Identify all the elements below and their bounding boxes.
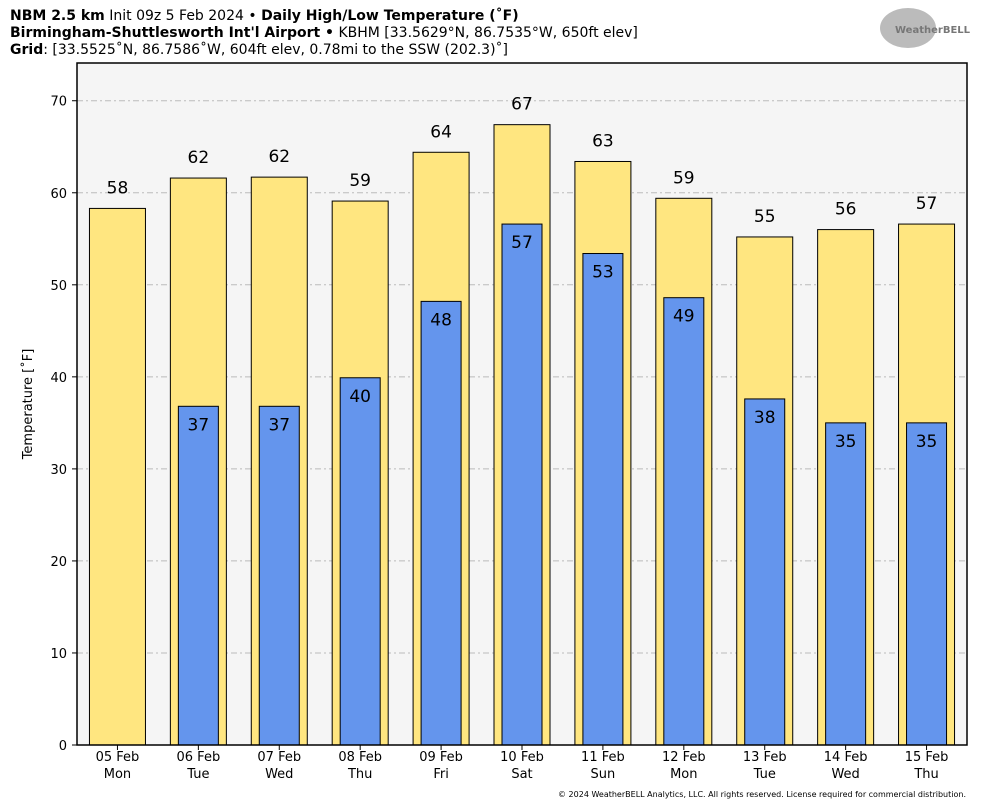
value-label: 64 <box>430 122 452 142</box>
bar <box>339 377 381 746</box>
x-tick-label: Thu <box>347 767 372 782</box>
value-label: 59 <box>673 168 695 188</box>
y-tick-label: 70 <box>50 95 67 110</box>
bar <box>177 405 219 746</box>
value-label: 57 <box>511 233 533 253</box>
bar <box>582 253 624 746</box>
bar <box>88 207 146 746</box>
value-label: 62 <box>268 147 290 167</box>
y-tick-label: 60 <box>50 187 67 202</box>
x-tick-label: 05 Feb <box>96 750 140 765</box>
y-tick-label: 20 <box>50 555 67 570</box>
value-label: 53 <box>592 263 614 283</box>
grid-label: Grid <box>10 42 43 58</box>
x-tick-label: Sun <box>591 767 616 782</box>
y-tick-label: 40 <box>50 371 67 386</box>
x-tick-label: Tue <box>753 767 776 782</box>
x-tick-label: Wed <box>265 767 293 782</box>
value-label: 58 <box>107 178 129 198</box>
location: Birmingham-Shuttlesworth Int'l Airport • <box>10 25 334 41</box>
x-tick-label: 12 Feb <box>662 750 706 765</box>
x-tick-label: 06 Feb <box>177 750 221 765</box>
x-tick-label: Tue <box>186 767 209 782</box>
grid-info: : [33.5525˚N, 86.7586˚W, 604ft elev, 0.7… <box>43 41 508 58</box>
logo-mark <box>880 8 936 48</box>
y-tick-label: 0 <box>59 739 67 754</box>
x-tick-label: 14 Feb <box>824 750 868 765</box>
value-label: 35 <box>916 432 938 452</box>
value-label: 40 <box>349 387 371 407</box>
bar <box>258 405 300 746</box>
y-axis-label: Temperature [˚F] <box>20 349 36 461</box>
value-label: 35 <box>835 432 857 452</box>
value-label: 57 <box>916 194 938 214</box>
x-tick-label: 10 Feb <box>500 750 544 765</box>
y-tick-label: 30 <box>50 463 67 478</box>
header-line-1: NBM 2.5 km Init 09z 5 Feb 2024 • Daily H… <box>10 7 519 24</box>
station: KBHM [33.5629°N, 86.7535°W, 650ft elev] <box>338 25 637 41</box>
y-tick-label: 50 <box>50 279 67 294</box>
bar <box>744 398 786 746</box>
value-label: 59 <box>349 171 371 191</box>
x-tick-label: Wed <box>831 767 859 782</box>
logo-text: WeatherBELL <box>895 25 971 36</box>
x-tick-label: 11 Feb <box>581 750 625 765</box>
x-tick-label: Mon <box>104 767 131 782</box>
x-tick-label: Thu <box>913 767 938 782</box>
header-line-3: Grid: [33.5525˚N, 86.7586˚W, 604ft elev,… <box>10 41 508 58</box>
value-label: 49 <box>673 307 695 327</box>
value-label: 38 <box>754 408 776 428</box>
value-label: 67 <box>511 95 533 115</box>
value-label: 55 <box>754 207 776 227</box>
title: NBM 2.5 km <box>10 8 105 24</box>
bar <box>906 422 948 746</box>
value-label: 37 <box>188 415 210 435</box>
x-tick-label: 07 Feb <box>257 750 301 765</box>
x-tick-label: Mon <box>670 767 697 782</box>
plot-frame <box>76 62 968 746</box>
bar <box>825 422 867 746</box>
y-tick-label: 10 <box>50 647 67 662</box>
x-tick-label: 15 Feb <box>905 750 949 765</box>
value-label: 37 <box>268 415 290 435</box>
footer: © 2024 WeatherBELL Analytics, LLC. All r… <box>558 790 966 799</box>
value-label: 62 <box>188 148 210 168</box>
value-label: 56 <box>835 200 857 220</box>
x-tick-label: 09 Feb <box>419 750 463 765</box>
x-tick-label: 13 Feb <box>743 750 787 765</box>
x-tick-label: Sat <box>511 767 532 782</box>
bar <box>501 223 543 746</box>
value-label: 48 <box>430 310 452 330</box>
product: Daily High/Low Temperature (˚F) <box>261 7 519 24</box>
init: Init 09z 5 Feb 2024 • <box>109 8 256 24</box>
x-tick-label: Fri <box>433 767 449 782</box>
x-tick-label: 08 Feb <box>338 750 382 765</box>
bar <box>663 297 705 746</box>
header-line-2: Birmingham-Shuttlesworth Int'l Airport •… <box>10 25 638 41</box>
value-label: 63 <box>592 131 614 151</box>
bar <box>420 300 462 746</box>
